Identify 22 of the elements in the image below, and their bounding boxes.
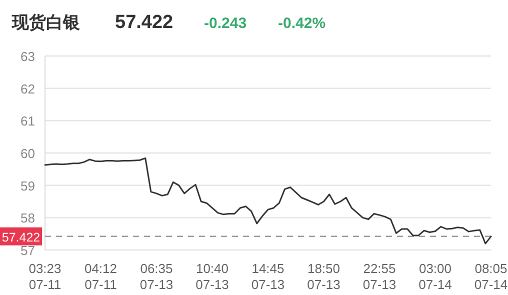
x-tick-label: 03:23 07-11 bbox=[28, 261, 62, 292]
text: -0.42% bbox=[278, 15, 326, 32]
ref-line-label: 57.422 bbox=[2, 230, 40, 244]
y-tick-label: 59 bbox=[20, 178, 35, 194]
text: -0.243 bbox=[204, 15, 247, 32]
x-tick-label: 06:35 07-13 bbox=[140, 261, 174, 292]
chart-title: 现货白银 bbox=[11, 13, 81, 32]
y-tick-label: 57 bbox=[20, 243, 35, 258]
y-tick-label: 58 bbox=[20, 210, 35, 226]
x-tick-label: 14:45 07-13 bbox=[251, 261, 285, 292]
x-tick-label: 03:00 07-14 bbox=[418, 261, 452, 292]
x-tick-label: 22:55 07-13 bbox=[362, 261, 396, 292]
x-tick-label: 10:40 07-13 bbox=[196, 261, 229, 292]
text: 57.422 bbox=[115, 12, 174, 33]
y-tick-label: 63 bbox=[20, 49, 35, 64]
y-tick-label: 60 bbox=[20, 146, 35, 161]
x-tick-label: 04:12 07-11 bbox=[84, 261, 118, 292]
x-tick-label: 18:50 07-13 bbox=[307, 261, 340, 292]
x-tick-label: 08:05 07-14 bbox=[474, 261, 508, 292]
y-tick-label: 61 bbox=[20, 114, 35, 129]
line-series bbox=[44, 157, 492, 244]
y-tick-label: 62 bbox=[20, 81, 35, 96]
